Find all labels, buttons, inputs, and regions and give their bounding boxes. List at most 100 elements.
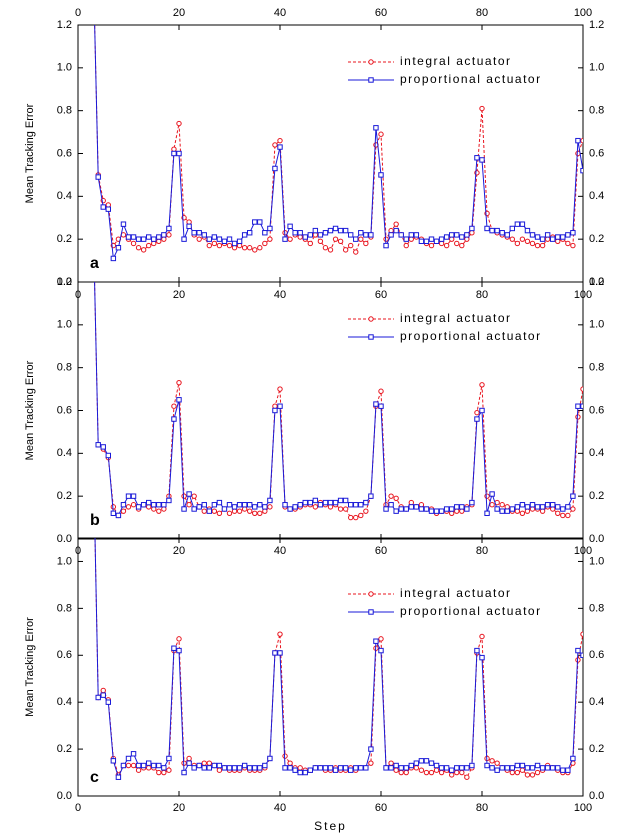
point <box>257 502 263 508</box>
point <box>474 647 480 654</box>
y2-tick-label: 0.6 <box>589 404 604 416</box>
point <box>438 236 445 242</box>
point <box>146 504 152 510</box>
point <box>186 755 192 762</box>
point <box>418 506 425 512</box>
point <box>130 751 137 757</box>
y2-tick-label: 0.4 <box>589 190 604 202</box>
point <box>514 504 521 510</box>
point <box>337 497 344 504</box>
point <box>489 758 495 764</box>
point <box>580 403 583 409</box>
point <box>302 769 308 776</box>
point <box>100 687 106 694</box>
point <box>413 232 420 238</box>
point <box>368 746 374 752</box>
point <box>166 755 172 762</box>
point <box>529 765 536 771</box>
point <box>327 504 334 510</box>
point <box>130 234 137 240</box>
panel: 0.0 0.00.2 0.20.4 0.40.6 0.60.8 0.81.0 1.01.2 1… <box>24 7 604 288</box>
point <box>580 652 583 658</box>
point <box>100 444 106 450</box>
y-tick-label: 0.4 <box>57 696 72 708</box>
point <box>403 242 409 249</box>
point <box>560 234 566 240</box>
point <box>151 502 157 508</box>
y2-tick-label: 0.8 <box>589 602 604 614</box>
point <box>560 512 566 519</box>
point <box>544 502 551 508</box>
point <box>252 504 258 510</box>
point <box>176 150 182 157</box>
point <box>489 502 495 508</box>
point <box>449 506 455 512</box>
point <box>151 506 157 512</box>
point <box>211 508 218 514</box>
y-tick-label: 0.6 <box>57 404 72 416</box>
point <box>201 760 207 766</box>
point <box>529 772 536 778</box>
point <box>464 506 470 512</box>
point <box>140 236 147 242</box>
point <box>438 240 445 247</box>
point <box>539 508 546 514</box>
point <box>196 504 202 510</box>
point <box>201 502 207 508</box>
point <box>166 497 172 504</box>
point <box>479 382 485 388</box>
point <box>358 502 364 508</box>
point <box>348 502 354 508</box>
point <box>575 414 581 420</box>
point <box>226 510 233 516</box>
point <box>277 386 283 392</box>
point <box>135 245 142 251</box>
point <box>302 499 308 506</box>
point <box>514 769 521 776</box>
point <box>459 504 465 510</box>
point <box>459 234 465 240</box>
point <box>428 760 435 766</box>
point <box>459 508 465 514</box>
point <box>176 120 182 127</box>
legend-marker <box>368 609 374 615</box>
point <box>519 221 526 227</box>
point <box>348 767 354 773</box>
point <box>519 236 526 242</box>
point <box>100 692 106 698</box>
series-line <box>94 282 583 517</box>
y2-tick-label: 1.0 <box>589 555 604 567</box>
point <box>555 504 561 510</box>
point <box>115 774 122 780</box>
point <box>519 502 526 508</box>
point <box>140 762 147 769</box>
point <box>252 765 258 771</box>
point <box>342 765 349 771</box>
point <box>474 155 480 161</box>
x-top-tick-label: 60 <box>375 545 387 557</box>
point <box>570 493 576 499</box>
point <box>262 504 268 510</box>
point <box>479 407 485 414</box>
point <box>408 236 414 242</box>
point <box>438 765 445 771</box>
y-tick-label: 1.2 <box>57 276 72 288</box>
point <box>181 493 187 499</box>
point <box>388 493 394 499</box>
point <box>378 636 384 642</box>
point <box>570 755 576 762</box>
point <box>312 765 319 771</box>
point <box>449 510 455 516</box>
point <box>146 760 152 766</box>
point <box>358 236 364 242</box>
point <box>398 506 404 512</box>
point <box>241 232 248 238</box>
point <box>282 502 288 508</box>
point <box>413 504 420 510</box>
point <box>171 645 177 651</box>
point <box>383 765 389 771</box>
plot-area <box>94 538 583 780</box>
point <box>156 238 162 245</box>
y2-tick-label: 1.0 <box>589 319 604 331</box>
point <box>358 765 364 771</box>
